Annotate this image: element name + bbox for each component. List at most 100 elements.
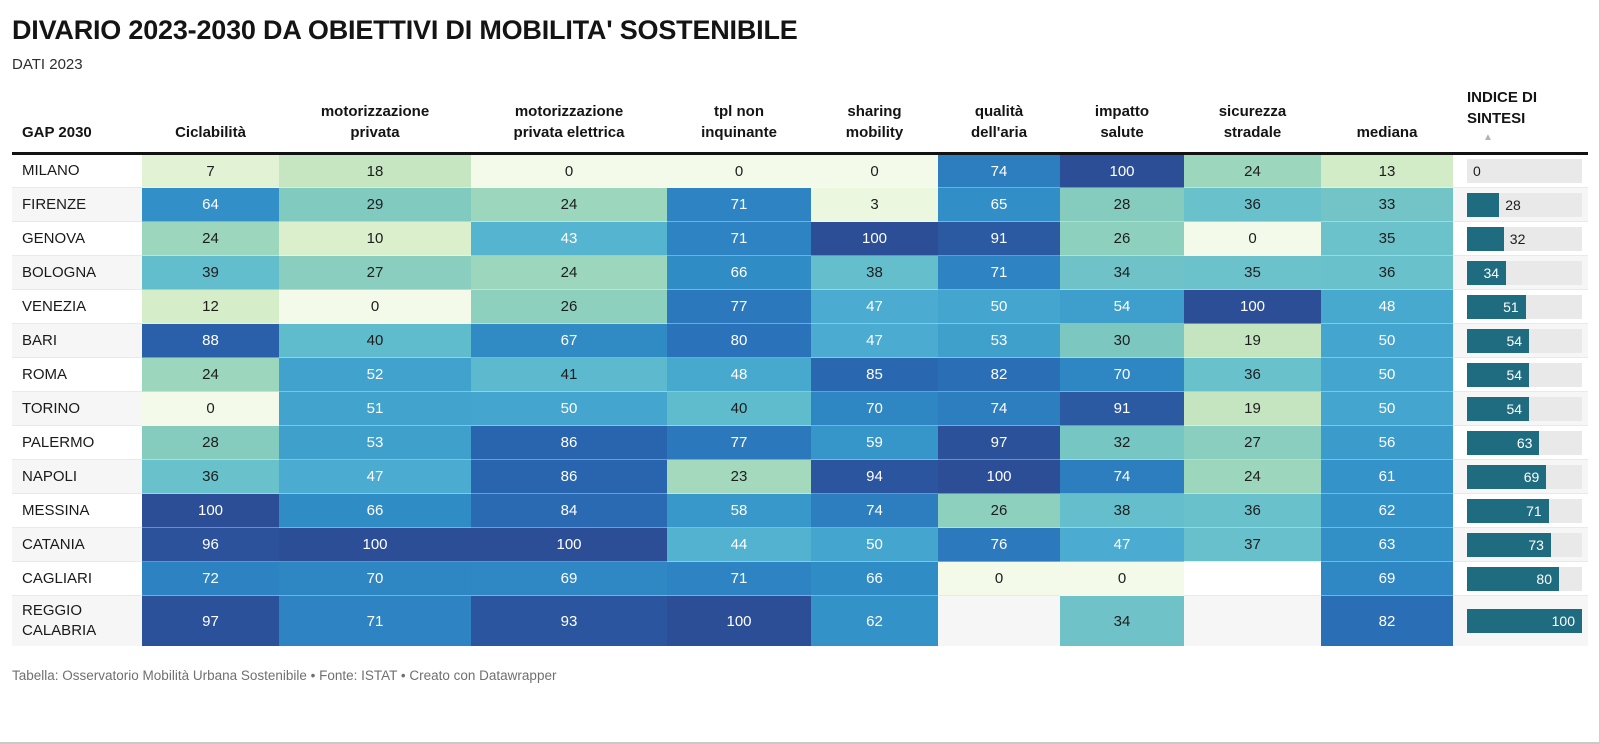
index-bar-track: 80 bbox=[1467, 566, 1582, 591]
heatmap-cell: 48 bbox=[667, 357, 811, 392]
heatmap-cell: 86 bbox=[471, 459, 667, 494]
index-value: 100 bbox=[1551, 613, 1575, 629]
heatmap-cell: 56 bbox=[1321, 425, 1453, 460]
column-header-label: mediana bbox=[1356, 124, 1418, 141]
heatmap-cell: 74 bbox=[938, 391, 1060, 426]
heatmap-cell: 50 bbox=[938, 289, 1060, 324]
index-bar-cell: 69 bbox=[1453, 459, 1588, 494]
heatmap-cell: 91 bbox=[1060, 391, 1184, 426]
column-header-label: sharing bbox=[847, 103, 902, 120]
heatmap-cell: 28 bbox=[1060, 187, 1184, 222]
heatmap-cell: 0 bbox=[811, 153, 938, 188]
column-header-label: Ciclabilità bbox=[175, 124, 246, 141]
index-bar bbox=[1467, 294, 1526, 319]
index-bar bbox=[1467, 566, 1559, 591]
heatmap-cell: 100 bbox=[938, 459, 1060, 494]
heatmap-cell: 48 bbox=[1321, 289, 1453, 324]
column-header-label: motorizzazione bbox=[514, 103, 624, 120]
column-header-0[interactable]: GAP 2030 bbox=[12, 87, 142, 155]
column-header-label: INDICE DI bbox=[1467, 89, 1538, 106]
column-header-5[interactable]: sharing mobility bbox=[811, 87, 938, 155]
heatmap-cell: 50 bbox=[1321, 357, 1453, 392]
row-label: MESSINA bbox=[12, 493, 142, 528]
index-value: 54 bbox=[1506, 366, 1523, 383]
index-bar-track: 51 bbox=[1467, 294, 1582, 319]
column-header-7[interactable]: impatto salute bbox=[1060, 87, 1184, 155]
heatmap-cell: 76 bbox=[938, 527, 1060, 562]
heatmap-cell: 19 bbox=[1184, 323, 1321, 358]
index-bar-track: 71 bbox=[1467, 498, 1582, 523]
heatmap-cell: 77 bbox=[667, 289, 811, 324]
heatmap-cell: 88 bbox=[142, 323, 279, 358]
row-label: NAPOLI bbox=[12, 459, 142, 494]
column-header-1[interactable]: Ciclabilità bbox=[142, 87, 279, 155]
heatmap-cell: 0 bbox=[142, 391, 279, 426]
index-bar bbox=[1467, 498, 1549, 523]
index-bar-cell: 54 bbox=[1453, 357, 1588, 392]
row-label: ROMA bbox=[12, 357, 142, 392]
table-row: NAPOLI 36 47 86 23 94 100 74 24 61 69 bbox=[12, 459, 1588, 494]
row-label: TORINO bbox=[12, 391, 142, 426]
column-header-8[interactable]: sicurezza stradale bbox=[1184, 87, 1321, 155]
heatmap-cell-empty bbox=[938, 595, 1060, 646]
row-label: VENEZIA bbox=[12, 289, 142, 324]
heatmap-cell: 91 bbox=[938, 221, 1060, 256]
index-value: 80 bbox=[1536, 570, 1552, 587]
index-bar-track: 32 bbox=[1467, 226, 1582, 251]
table-header: GAP 2030 Ciclabilità motorizzazione privata… bbox=[12, 87, 1588, 155]
index-bar bbox=[1467, 532, 1551, 557]
heatmap-cell: 12 bbox=[142, 289, 279, 324]
heatmap-cell: 34 bbox=[1060, 255, 1184, 290]
heatmap-cell: 67 bbox=[471, 323, 667, 358]
table-row: ROMA 24 52 41 48 85 82 70 36 50 54 bbox=[12, 357, 1588, 392]
index-bar bbox=[1467, 260, 1507, 285]
heatmap-cell: 53 bbox=[279, 425, 471, 460]
index-value: 51 bbox=[1503, 298, 1519, 315]
heatmap-cell: 0 bbox=[1060, 561, 1184, 596]
row-label: CAGLIARI bbox=[12, 561, 142, 596]
sort-ascending-icon: ▲ bbox=[1483, 132, 1493, 143]
index-value: 73 bbox=[1528, 536, 1544, 553]
row-label: MILANO bbox=[12, 153, 142, 188]
heatmap-cell: 7 bbox=[142, 153, 279, 188]
index-value: 54 bbox=[1506, 400, 1523, 417]
heatmap-cell: 0 bbox=[667, 153, 811, 188]
column-header-4[interactable]: tpl non inquinante bbox=[667, 87, 811, 155]
heatmap-cell: 72 bbox=[142, 561, 279, 596]
index-bar-cell: 73 bbox=[1453, 527, 1588, 562]
index-bar-track: 28 bbox=[1467, 192, 1582, 217]
heatmap-cell: 70 bbox=[811, 391, 938, 426]
index-bar-cell: 54 bbox=[1453, 323, 1588, 358]
column-header-9[interactable]: mediana bbox=[1321, 87, 1453, 155]
heatmap-cell: 47 bbox=[811, 289, 938, 324]
index-bar bbox=[1467, 192, 1500, 217]
heatmap-cell: 27 bbox=[279, 255, 471, 290]
index-value: 69 bbox=[1523, 468, 1540, 485]
column-header-label: salute bbox=[1100, 124, 1144, 141]
heatmap-cell: 100 bbox=[1184, 289, 1321, 324]
heatmap-cell: 100 bbox=[471, 527, 667, 562]
column-header-6[interactable]: qualità dell'aria bbox=[938, 87, 1060, 155]
heatmap-cell: 94 bbox=[811, 459, 938, 494]
column-header-2[interactable]: motorizzazione privata bbox=[279, 87, 471, 155]
heatmap-cell: 10 bbox=[279, 221, 471, 256]
heatmap-cell-empty bbox=[1184, 561, 1321, 596]
table-row: PALERMO 28 53 86 77 59 97 32 27 56 63 bbox=[12, 425, 1588, 460]
column-header-label: motorizzazione bbox=[320, 103, 430, 120]
heatmap-cell-empty bbox=[1184, 595, 1321, 646]
heatmap-cell: 82 bbox=[938, 357, 1060, 392]
column-header-label: dell'aria bbox=[970, 124, 1028, 141]
heatmap-cell: 86 bbox=[471, 425, 667, 460]
heatmap-cell: 71 bbox=[938, 255, 1060, 290]
heatmap-cell: 69 bbox=[1321, 561, 1453, 596]
index-bar bbox=[1467, 464, 1547, 489]
index-bar-cell: 51 bbox=[1453, 289, 1588, 324]
column-header-3[interactable]: motorizzazione privata elettrica bbox=[471, 87, 667, 155]
heatmap-cell: 63 bbox=[1321, 527, 1453, 562]
heatmap-cell: 59 bbox=[811, 425, 938, 460]
heatmap-cell: 50 bbox=[811, 527, 938, 562]
column-header-10[interactable]: INDICE DI SINTESI ▲ bbox=[1453, 87, 1588, 155]
heatmap-cell: 77 bbox=[667, 425, 811, 460]
column-header-label: inquinante bbox=[701, 124, 777, 141]
row-label: BOLOGNA bbox=[12, 255, 142, 290]
